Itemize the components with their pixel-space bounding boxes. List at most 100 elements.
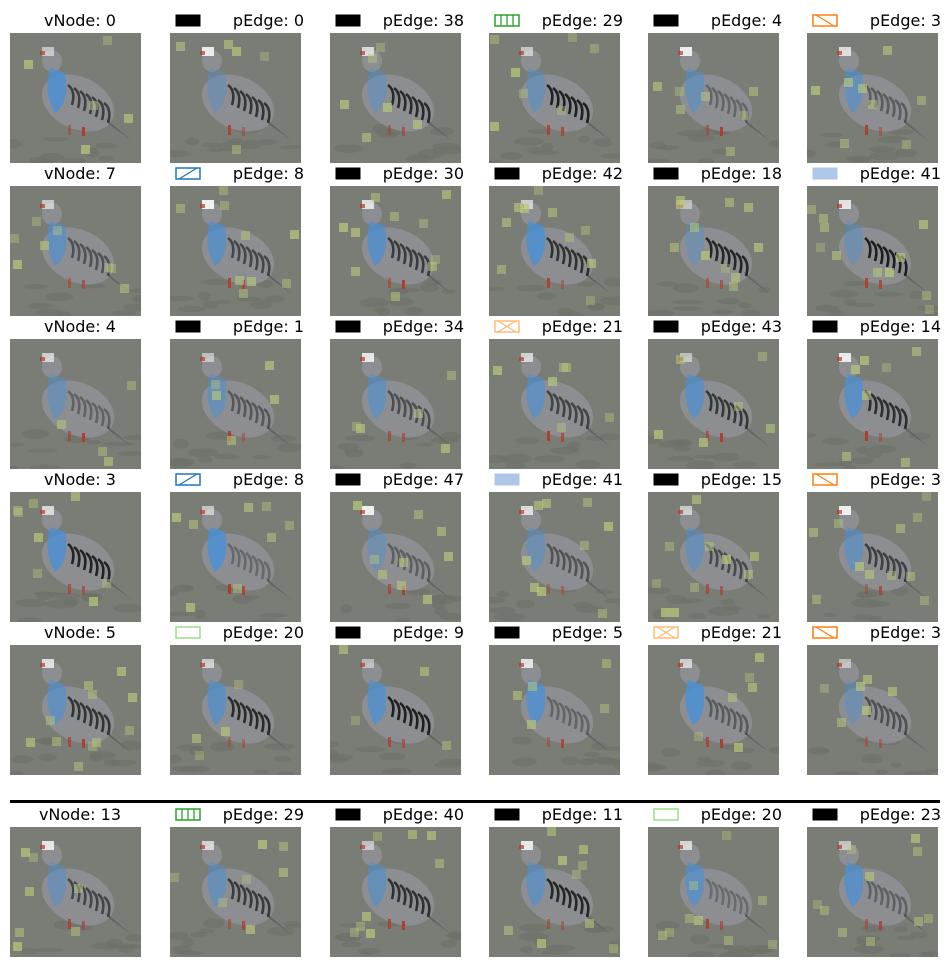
thumbnail	[10, 186, 141, 316]
legend-swatch-solid	[335, 626, 361, 639]
legend-swatch-cross	[494, 320, 520, 333]
pedge-cell: pEdge: 15	[648, 468, 788, 622]
vnode-label-text: vNode:	[44, 11, 101, 30]
pedge-cell: pEdge: 14	[807, 315, 947, 469]
partridge-saliency-image	[489, 339, 620, 469]
pedge-label-text: pEdge:	[700, 805, 757, 824]
partridge-saliency-image	[807, 827, 938, 957]
partridge-saliency-image	[170, 33, 301, 163]
partridge-saliency-image	[10, 339, 141, 469]
pedge-title: pEdge: 4	[648, 9, 788, 33]
pedge-label: pEdge: 20	[223, 621, 304, 645]
partridge-saliency-image	[807, 645, 938, 775]
pedge-id: 38	[443, 11, 464, 30]
pedge-label-text: pEdge:	[541, 317, 598, 336]
pedge-cell: pEdge: 8	[170, 468, 310, 622]
vnode-title: vNode: 0	[10, 9, 150, 33]
pedge-id: 14	[920, 317, 941, 336]
pedge-cell: pEdge: 21	[648, 621, 788, 775]
partridge-saliency-image	[330, 492, 461, 622]
pedge-id: 23	[920, 805, 941, 824]
pedge-id: 4	[771, 11, 782, 30]
legend-swatch-solid	[175, 14, 201, 27]
pedge-label-text: pEdge:	[232, 11, 289, 30]
pedge-title: pEdge: 41	[489, 468, 629, 492]
vnode-cell: vNode: 7	[10, 162, 150, 316]
thumbnail	[648, 186, 779, 316]
pedge-title: pEdge: 14	[807, 315, 947, 339]
partridge-saliency-image	[648, 339, 779, 469]
pedge-label-text: pEdge:	[859, 164, 916, 183]
pedge-title: pEdge: 20	[648, 803, 788, 827]
pedge-label: pEdge: 41	[860, 162, 941, 186]
pedge-id: 43	[761, 317, 782, 336]
legend-swatch-outline	[175, 626, 201, 639]
pedge-label-text: pEdge:	[859, 805, 916, 824]
pedge-title: pEdge: 42	[489, 162, 629, 186]
pedge-id: 15	[761, 470, 782, 489]
partridge-saliency-image	[10, 33, 141, 163]
pedge-label: pEdge: 3	[870, 9, 941, 33]
vnode-label: vNode: 13	[39, 805, 121, 824]
legend-swatch-cross	[653, 626, 679, 639]
pedge-cell: pEdge: 42	[489, 162, 629, 316]
partridge-saliency-image	[648, 33, 779, 163]
vnode-label: vNode: 3	[44, 470, 116, 489]
pedge-label-text: pEdge:	[222, 805, 279, 824]
pedge-title: pEdge: 43	[648, 315, 788, 339]
pedge-label-text: pEdge:	[869, 623, 926, 642]
thumbnail	[489, 186, 620, 316]
pedge-label-text: pEdge:	[700, 317, 757, 336]
pedge-label-text: pEdge:	[232, 470, 289, 489]
pedge-label: pEdge: 42	[542, 162, 623, 186]
thumbnail	[330, 492, 461, 622]
pedge-label-text: pEdge:	[859, 317, 916, 336]
vnode-label-text: vNode:	[44, 164, 101, 183]
vnode-title: vNode: 3	[10, 468, 150, 492]
legend-swatch-solid	[812, 808, 838, 821]
pedge-label: pEdge: 15	[701, 468, 782, 492]
pedge-label-text: pEdge:	[541, 470, 598, 489]
pedge-title: pEdge: 29	[170, 803, 310, 827]
thumbnail	[10, 339, 141, 469]
partridge-saliency-image	[489, 827, 620, 957]
pedge-id: 3	[930, 11, 941, 30]
thumbnail	[170, 339, 301, 469]
partridge-saliency-image	[170, 339, 301, 469]
thumbnail	[330, 33, 461, 163]
pedge-title: pEdge: 40	[330, 803, 470, 827]
vnode-id: 3	[105, 470, 116, 489]
legend-swatch-solid	[812, 320, 838, 333]
pedge-label: pEdge: 5	[552, 621, 623, 645]
vnode-id: 0	[105, 11, 116, 30]
pedge-label-text: pEdge:	[232, 317, 289, 336]
legend-swatch-solid	[653, 320, 679, 333]
legend-swatch-solid	[335, 167, 361, 180]
pedge-id: 21	[602, 317, 623, 336]
pedge-label-text: pEdge:	[541, 164, 598, 183]
thumbnail	[489, 827, 620, 957]
pedge-title: pEdge: 5	[489, 621, 629, 645]
pedge-id: 5	[612, 623, 623, 642]
pedge-label-text: pEdge:	[551, 623, 608, 642]
pedge-id: 41	[602, 470, 623, 489]
vnode-title: vNode: 13	[10, 803, 150, 827]
vnode-cell: vNode: 5	[10, 621, 150, 775]
thumbnail	[489, 339, 620, 469]
legend-swatch-solid	[335, 808, 361, 821]
vnode-label-text: vNode:	[38, 805, 96, 824]
pedge-label: pEdge: 34	[383, 315, 464, 339]
pedge-id: 18	[761, 164, 782, 183]
vnode-id: 13	[100, 805, 122, 824]
thumbnail	[330, 339, 461, 469]
pedge-id: 20	[761, 805, 782, 824]
legend-swatch-solid	[494, 808, 520, 821]
thumbnail	[170, 827, 301, 957]
pedge-cell: pEdge: 8	[170, 162, 310, 316]
pedge-title: pEdge: 21	[489, 315, 629, 339]
thumbnail	[648, 339, 779, 469]
legend-swatch-solid	[335, 473, 361, 486]
partridge-saliency-image	[807, 492, 938, 622]
pedge-label-text: pEdge:	[541, 805, 598, 824]
pedge-id: 47	[443, 470, 464, 489]
